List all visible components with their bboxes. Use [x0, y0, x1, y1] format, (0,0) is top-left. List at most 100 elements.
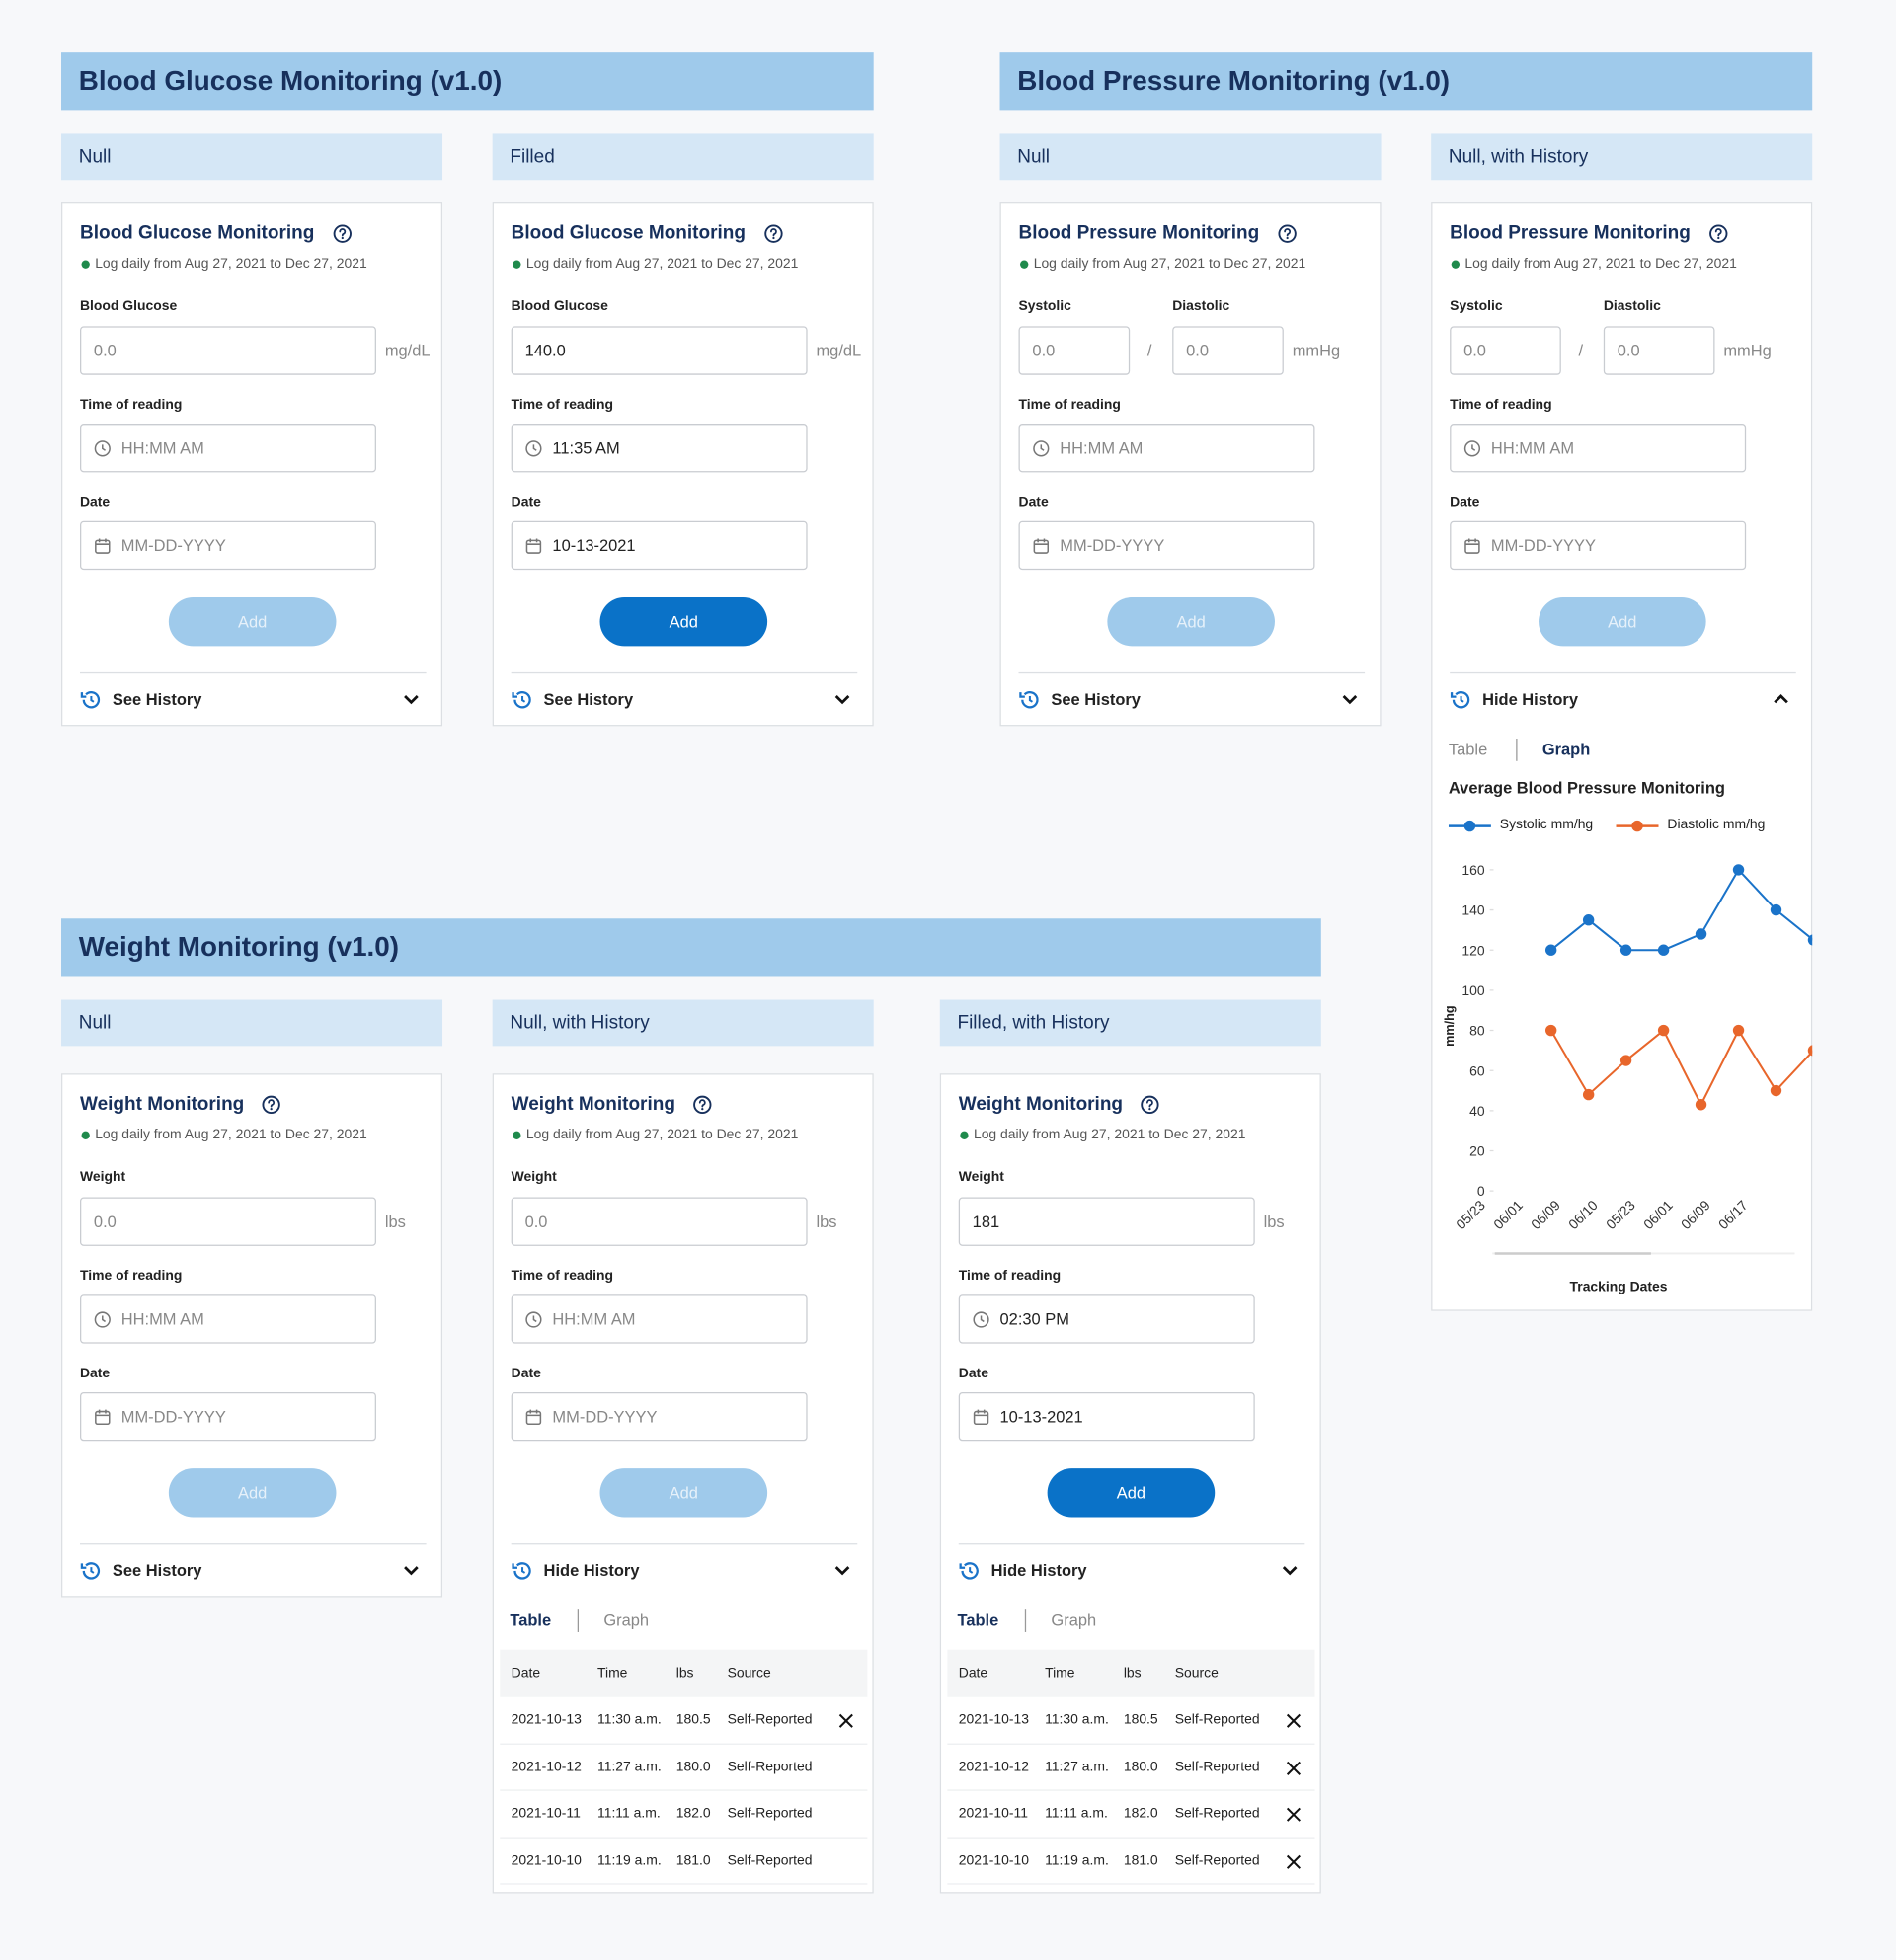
help-icon[interactable] [763, 224, 783, 244]
unit-label: mmHg [1292, 341, 1341, 360]
history-toggle[interactable]: Hide History [990, 1560, 1087, 1580]
divider [80, 1543, 427, 1545]
date-input[interactable]: 10-13-2021 [958, 1391, 1255, 1442]
help-icon[interactable] [1141, 1095, 1160, 1115]
field-label: Date [1450, 495, 1480, 510]
date-input[interactable]: MM-DD-YYYY [80, 1391, 376, 1442]
help-icon[interactable] [693, 1095, 713, 1115]
status-dot [513, 1131, 521, 1140]
chevron[interactable] [403, 1562, 421, 1580]
card-title: Blood Glucose Monitoring [511, 222, 746, 244]
date-input[interactable]: MM-DD-YYYY [1450, 520, 1747, 571]
unit-label: mg/dL [816, 341, 862, 360]
state-label: Null, with History [492, 999, 874, 1047]
time-input[interactable]: HH:MM AM [80, 1294, 376, 1344]
date-input[interactable]: MM-DD-YYYY [1018, 520, 1315, 571]
chevron[interactable] [403, 691, 421, 709]
add-button[interactable]: Add [599, 596, 768, 647]
tab[interactable]: Graph [1051, 1610, 1097, 1630]
date-input[interactable]: MM-DD-YYYY [80, 520, 376, 571]
tab[interactable]: Graph [1541, 740, 1591, 759]
add-button[interactable]: Add [1047, 1468, 1216, 1518]
card: Weight Monitoring Log daily from Aug 27, … [939, 1073, 1321, 1894]
text-input[interactable]: 0.0 [1172, 326, 1284, 375]
time-input[interactable]: HH:MM AM [511, 1294, 808, 1344]
log-text: Log daily from Aug 27, 2021 to Dec 27, 2… [525, 256, 799, 272]
unit-label: lbs [384, 1212, 406, 1231]
text-input[interactable]: 0.0 [80, 326, 376, 375]
text-input[interactable]: 0.0 [80, 1197, 376, 1246]
time-input[interactable]: 11:35 AM [511, 424, 808, 473]
history-toggle[interactable]: See History [1051, 689, 1141, 709]
divider [958, 1543, 1305, 1545]
state-label: Null [61, 999, 443, 1047]
unit-label: lbs [816, 1212, 837, 1231]
data-point [1807, 934, 1813, 946]
add-button[interactable]: Add [168, 596, 337, 647]
tab[interactable]: Table [1448, 740, 1488, 759]
history-toggle[interactable]: See History [112, 1560, 202, 1580]
delete-icon[interactable] [837, 1712, 855, 1730]
tab-divider [1024, 1609, 1027, 1632]
data-point [1695, 928, 1707, 940]
date-input[interactable]: 10-13-2021 [511, 520, 808, 571]
tab[interactable]: Table [510, 1610, 552, 1630]
field-label: Time of reading [511, 1268, 614, 1284]
tab[interactable]: Graph [603, 1610, 650, 1630]
y-tick-label: 140 [1462, 902, 1484, 918]
text-input[interactable]: 140.0 [511, 326, 808, 375]
time-input[interactable]: 02:30 PM [958, 1294, 1255, 1344]
data-point [1770, 903, 1782, 916]
table-row [947, 1838, 1315, 1885]
help-icon[interactable] [262, 1095, 281, 1115]
add-button[interactable]: Add [1539, 596, 1706, 647]
tab[interactable]: Table [957, 1610, 999, 1630]
divider [511, 1543, 858, 1545]
table-cell: 2021-10-10 [511, 1852, 582, 1868]
card-header: Blood Glucose Monitoring [512, 221, 783, 246]
card: Weight Monitoring Log daily from Aug 27, … [492, 1073, 874, 1894]
help-icon[interactable] [1708, 224, 1728, 244]
state-label: Null, with History [1431, 133, 1813, 181]
history-toggle[interactable]: Hide History [1482, 689, 1578, 709]
help-icon[interactable] [332, 224, 352, 244]
add-button[interactable]: Add [1107, 596, 1275, 647]
text-input[interactable]: 0.0 [1450, 326, 1561, 375]
delete-icon[interactable] [1285, 1852, 1303, 1870]
data-point [1695, 1099, 1707, 1111]
status-dot [81, 260, 90, 269]
time-icon [1463, 440, 1481, 457]
text-input[interactable]: 0.0 [511, 1197, 808, 1246]
chevron[interactable] [833, 1562, 851, 1580]
add-button[interactable]: Add [168, 1468, 337, 1518]
table-cell: 11:19 a.m. [1045, 1852, 1109, 1868]
delete-icon[interactable] [1285, 1712, 1303, 1730]
section-header: Blood Glucose Monitoring (v1.0) [61, 52, 874, 111]
delete-icon[interactable] [1285, 1759, 1303, 1776]
chevron[interactable] [1281, 1562, 1299, 1580]
text-input[interactable]: 0.0 [1603, 326, 1715, 375]
help-icon[interactable] [1277, 224, 1297, 244]
history-toggle[interactable]: See History [112, 689, 202, 709]
table-cell: Self-Reported [1174, 1805, 1260, 1822]
history-toggle[interactable]: Hide History [543, 1560, 640, 1580]
history-toggle[interactable]: See History [543, 689, 634, 709]
date-input[interactable]: MM-DD-YYYY [511, 1391, 808, 1442]
text-input[interactable]: 181 [958, 1197, 1255, 1246]
text-input[interactable]: 0.0 [1018, 326, 1131, 375]
history-icon [1450, 691, 1470, 709]
delete-icon[interactable] [1285, 1806, 1303, 1824]
card-title: Weight Monitoring [958, 1093, 1124, 1115]
add-button[interactable]: Add [599, 1468, 768, 1518]
field-label: Systolic [1018, 298, 1071, 314]
chevron[interactable] [1773, 691, 1790, 709]
chevron[interactable] [1341, 691, 1359, 709]
time-input[interactable]: HH:MM AM [80, 424, 376, 473]
table-cell: Self-Reported [727, 1711, 813, 1728]
chevron[interactable] [833, 691, 851, 709]
time-input[interactable]: HH:MM AM [1450, 424, 1747, 473]
table-cell: 11:11 a.m. [1045, 1805, 1108, 1822]
time-input[interactable]: HH:MM AM [1018, 424, 1315, 473]
table-header [500, 1649, 868, 1697]
table-cell: 181.0 [1123, 1852, 1158, 1868]
